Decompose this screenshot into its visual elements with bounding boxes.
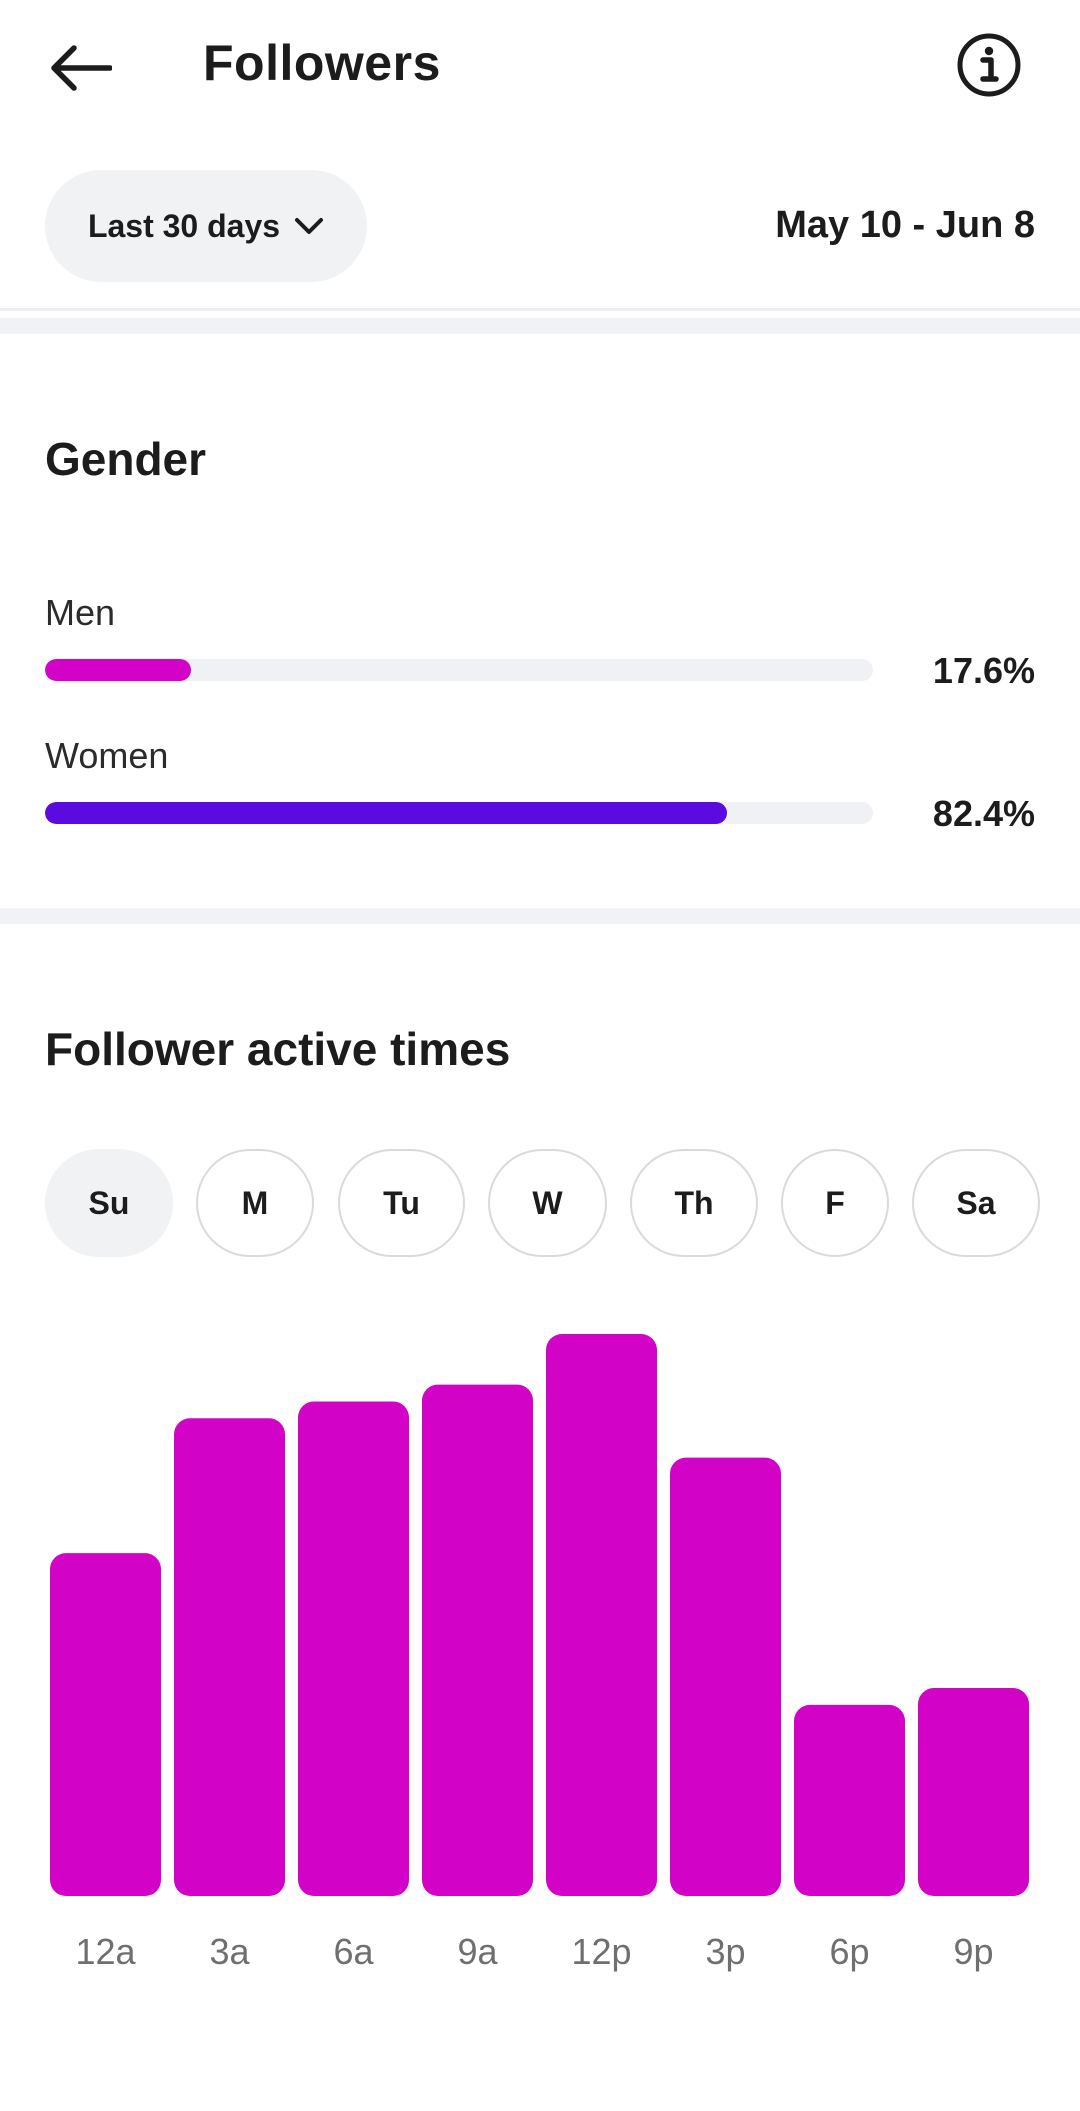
chart-bar-12a[interactable] <box>50 1553 161 1896</box>
gender-bar-men <box>45 659 873 681</box>
gender-label-women: Women <box>45 735 169 776</box>
day-selector: Su M Tu W Th F Sa <box>45 1149 1040 1261</box>
date-range-dropdown[interactable]: Last 30 days <box>45 170 367 282</box>
date-range-text: May 10 - Jun 8 <box>775 204 1035 246</box>
day-pill-w[interactable]: W <box>488 1149 607 1257</box>
gender-bar-fill-women <box>45 802 728 824</box>
gender-bar-women <box>45 802 873 824</box>
header: Followers <box>0 0 1080 140</box>
gender-label-men: Men <box>45 592 116 633</box>
chart-x-tick-label: 12a <box>75 1931 136 1972</box>
chart-bar-6p[interactable] <box>794 1704 905 1896</box>
chart-x-tick-label: 9a <box>457 1931 498 1972</box>
chart-bar-3p[interactable] <box>670 1457 781 1896</box>
chart-x-tick-label: 6a <box>333 1931 374 1972</box>
gender-percent-women: 82.4% <box>932 793 1035 834</box>
chart-bar-9p[interactable] <box>918 1688 1029 1896</box>
page-title: Followers <box>203 35 441 91</box>
day-pill-m[interactable]: M <box>196 1149 314 1257</box>
chart-bar-6a[interactable] <box>298 1401 409 1896</box>
active-times-chart: 12a 3a 6a 9a 12p 3p 6p 9p <box>0 1300 1080 2000</box>
chart-x-tick-label: 3p <box>705 1931 745 1972</box>
info-button[interactable] <box>956 32 1022 98</box>
active-times-section-title: Follower active times <box>45 1023 511 1075</box>
chart-x-tick-label: 6p <box>829 1931 869 1972</box>
back-button[interactable] <box>40 36 120 100</box>
chart-bar-9a[interactable] <box>422 1384 533 1896</box>
day-pill-sa[interactable]: Sa <box>912 1149 1040 1257</box>
chart-bar-12p[interactable] <box>546 1334 657 1896</box>
day-pill-su[interactable]: Su <box>45 1149 173 1257</box>
gender-percent-men: 17.6% <box>932 650 1035 691</box>
divider <box>0 308 1080 311</box>
active-times-chart-svg: 12a 3a 6a 9a 12p 3p 6p 9p <box>50 1334 1029 1972</box>
chart-x-tick-label: 3a <box>209 1931 250 1972</box>
gender-bar-fill-men <box>45 659 191 681</box>
day-pill-th[interactable]: Th <box>630 1149 758 1257</box>
chevron-down-icon <box>295 218 324 234</box>
info-icon <box>957 33 1021 97</box>
day-pill-f[interactable]: F <box>781 1149 889 1257</box>
chart-x-tick-label: 9p <box>953 1931 993 1972</box>
chart-bar-3a[interactable] <box>174 1418 285 1896</box>
arrow-left-icon <box>51 45 112 91</box>
date-range-dropdown-label: Last 30 days <box>87 207 281 244</box>
gender-section-title: Gender <box>45 433 207 485</box>
chart-x-tick-label: 12p <box>571 1931 631 1972</box>
day-pill-tu[interactable]: Tu <box>338 1149 465 1257</box>
section-divider <box>0 908 1080 924</box>
section-divider <box>0 318 1080 334</box>
